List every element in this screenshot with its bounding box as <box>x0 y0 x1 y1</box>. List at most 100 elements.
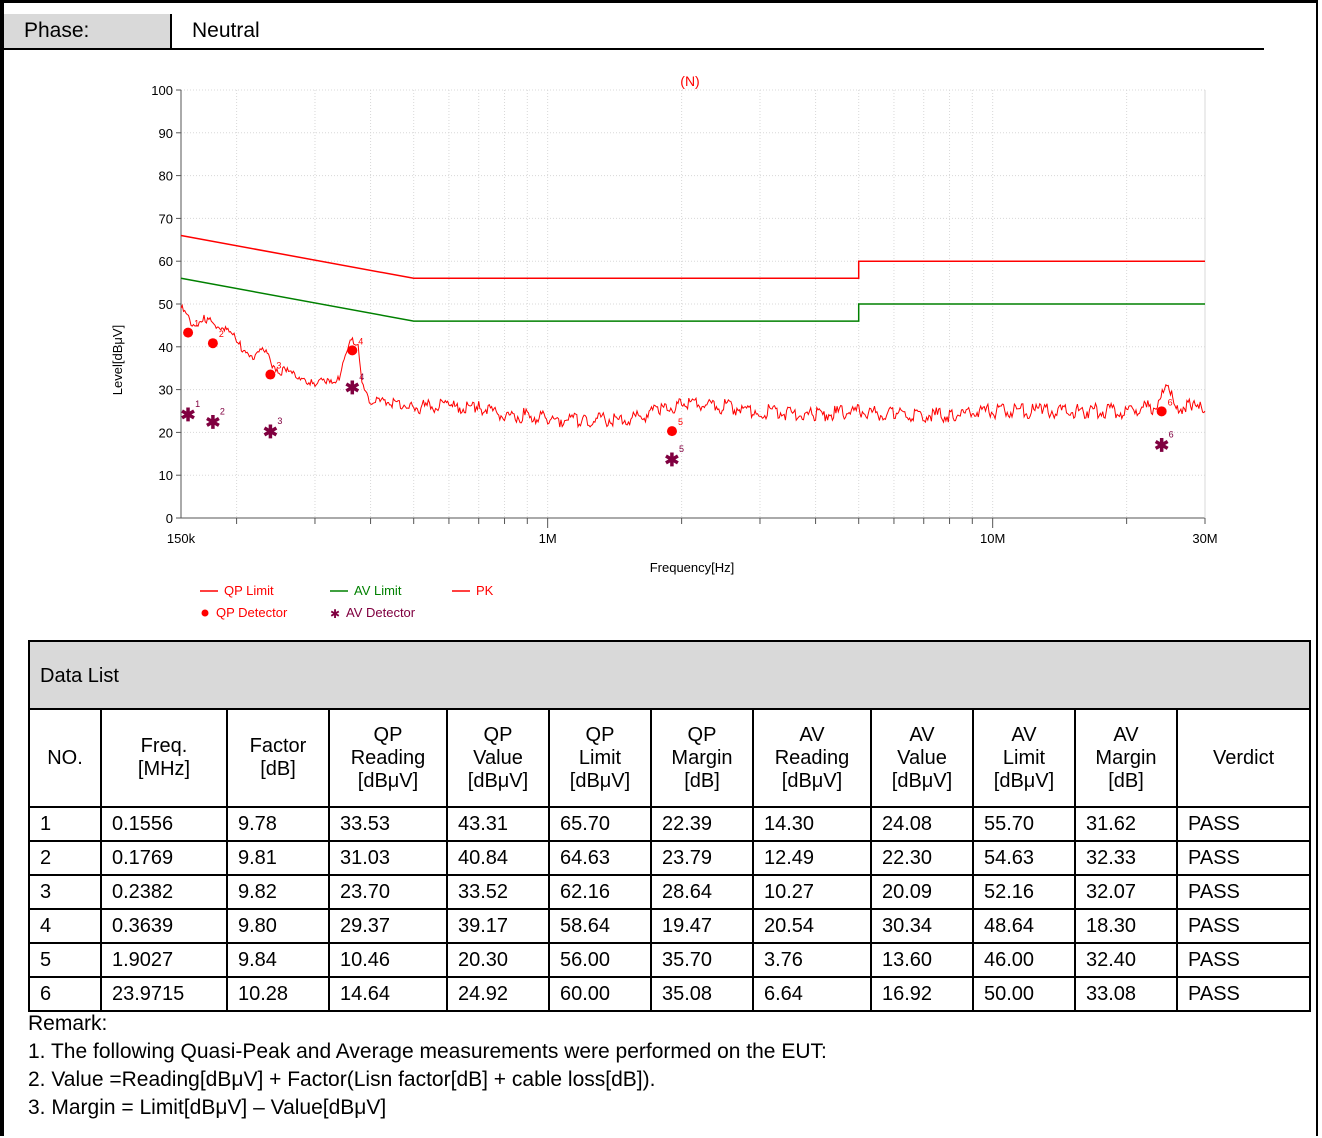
table-cell: 33.53 <box>328 806 448 842</box>
table-cell: 20.09 <box>870 874 974 910</box>
table-cell: 56.00 <box>548 942 652 978</box>
table-cell: 5 <box>28 942 102 978</box>
column-header: NO. <box>28 708 102 808</box>
y-tick-label: 10 <box>159 468 173 483</box>
remark-line: 1. The following Quasi-Peak and Average … <box>28 1040 827 1063</box>
column-header: Factor [dB] <box>226 708 330 808</box>
qp-detector-point <box>207 338 218 349</box>
av-point-label: 5 <box>679 444 684 454</box>
legend-label: QP Detector <box>216 605 288 620</box>
y-axis-label: Level[dBμV] <box>110 325 125 395</box>
x-tick-label: 150k <box>167 531 196 546</box>
table-cell: 13.60 <box>870 942 974 978</box>
chart-legend: QP Limit AV Limit PK QP Detector ✱ AV Detecto… <box>200 583 494 621</box>
table-cell: 65.70 <box>548 806 652 842</box>
table-cell: 46.00 <box>972 942 1076 978</box>
column-header: AV Reading [dBμV] <box>752 708 872 808</box>
table-cell: 16.92 <box>870 976 974 1012</box>
av-point-label: 6 <box>1169 430 1174 440</box>
y-tick-label: 80 <box>159 169 173 184</box>
av-detector-point: ✱ <box>263 422 278 442</box>
remark-title: Remark: <box>28 1012 108 1035</box>
chart-axes: 0 10 20 30 40 50 60 70 80 90 100 150k 1M 10M 30M <box>151 83 1217 546</box>
table-cell: 64.63 <box>548 840 652 876</box>
table-cell: 39.17 <box>446 908 550 944</box>
table-cell: 32.40 <box>1074 942 1178 978</box>
y-tick-label: 90 <box>159 126 173 141</box>
table-cell: 58.64 <box>548 908 652 944</box>
table-cell: 31.62 <box>1074 806 1178 842</box>
qp-point-label: 6 <box>1168 397 1173 407</box>
column-header: QP Limit [dBμV] <box>548 708 652 808</box>
legend-label: PK <box>476 583 494 598</box>
qp-point-label: 4 <box>358 336 363 346</box>
table-cell: 23.9715 <box>100 976 228 1012</box>
legend-swatch: ✱ <box>330 607 340 621</box>
av-detector-point: ✱ <box>664 450 679 470</box>
table-cell: 3.76 <box>752 942 872 978</box>
table-cell: PASS <box>1175 806 1312 842</box>
table-cell: 9.84 <box>226 942 330 978</box>
table-cell: 24.08 <box>870 806 974 842</box>
table-cell: 23.79 <box>650 840 754 876</box>
table-cell: 28.64 <box>650 874 754 910</box>
y-tick-label: 100 <box>151 83 173 98</box>
x-tick-label: 30M <box>1192 531 1217 546</box>
table-cell: 60.00 <box>548 976 652 1012</box>
y-tick-label: 40 <box>159 340 173 355</box>
table-cell: 32.33 <box>1074 840 1178 876</box>
table-cell: 9.78 <box>226 806 330 842</box>
table-cell: 14.64 <box>328 976 448 1012</box>
table-cell: 62.16 <box>548 874 652 910</box>
data-table: Data List NO. Freq. [MHz] Factor [dB] QP Re… <box>27 640 1312 1012</box>
data-list: Data List NO. Freq. [MHz] Factor [dB] QP Re… <box>27 640 1312 1012</box>
av-limit-line <box>180 277 1205 322</box>
table-cell: PASS <box>1175 874 1312 910</box>
qp-point-label: 2 <box>219 329 224 339</box>
y-tick-label: 70 <box>159 211 173 226</box>
x-tick-label: 10M <box>980 531 1005 546</box>
table-row: 2 0.1769 9.81 31.03 40.84 64.63 23.79 12.49 22.3… <box>28 840 1312 876</box>
qp-limit-line <box>180 234 1205 280</box>
table-cell: 20.30 <box>446 942 550 978</box>
table-cell: 9.80 <box>226 908 330 944</box>
x-axis-label: Frequency[Hz] <box>650 560 735 575</box>
qp-detector-point <box>347 345 358 356</box>
table-cell: 9.82 <box>226 874 330 910</box>
av-detector-point: ✱ <box>1154 436 1169 456</box>
y-tick-label: 30 <box>159 383 173 398</box>
qp-point-label: 1 <box>194 319 199 329</box>
table-cell: 14.30 <box>752 806 872 842</box>
table-cell: 22.30 <box>870 840 974 876</box>
legend-swatch <box>201 609 209 617</box>
chart-title: (N) <box>680 73 699 89</box>
table-row: 5 1.9027 9.84 10.46 20.30 56.00 35.70 3.76 13.60… <box>28 942 1312 978</box>
column-header: AV Limit [dBμV] <box>972 708 1076 808</box>
data-list-title: Data List <box>27 640 1312 710</box>
table-cell: 3 <box>28 874 102 910</box>
table-cell: PASS <box>1175 976 1312 1012</box>
table-cell: 29.37 <box>328 908 448 944</box>
qp-detector-point <box>183 327 194 338</box>
column-header: AV Value [dBμV] <box>870 708 974 808</box>
table-cell: 33.52 <box>446 874 550 910</box>
table-row: 6 23.9715 10.28 14.64 24.92 60.00 35.08 6.64 16.… <box>28 976 1312 1012</box>
table-cell: 22.39 <box>650 806 754 842</box>
column-header: Verdict <box>1175 708 1312 808</box>
qp-detector-point <box>265 369 276 380</box>
y-tick-label: 0 <box>166 511 173 526</box>
remarks: Remark: 1. The following Quasi-Peak and … <box>28 1010 827 1122</box>
table-cell: PASS <box>1175 942 1312 978</box>
legend-label: QP Limit <box>224 583 274 598</box>
table-cell: 0.3639 <box>100 908 228 944</box>
remark-line: 3. Margin = Limit[dBμV] – Value[dBμV] <box>28 1096 387 1119</box>
emission-chart: 0 10 20 30 40 50 60 70 80 90 100 150k 1M 10M 30M (N) L… <box>110 73 1218 621</box>
table-cell: 52.16 <box>972 874 1076 910</box>
table-cell: 10.27 <box>752 874 872 910</box>
av-detector-point: ✱ <box>205 413 220 433</box>
divider <box>4 48 1264 50</box>
table-cell: 35.08 <box>650 976 754 1012</box>
table-cell: 50.00 <box>972 976 1076 1012</box>
table-cell: 1.9027 <box>100 942 228 978</box>
table-cell: 33.08 <box>1074 976 1178 1012</box>
